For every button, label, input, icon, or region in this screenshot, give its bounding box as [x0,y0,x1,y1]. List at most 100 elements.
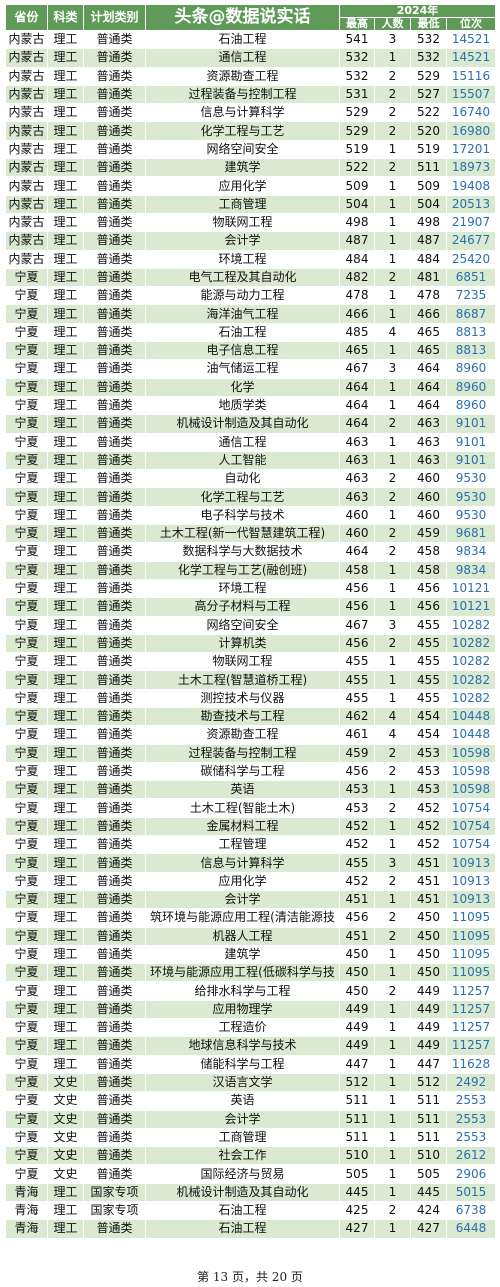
cell-max: 465 [339,341,375,361]
cell-count: 1 [374,1146,411,1166]
table-row: 宁夏 理工 普通类 给排水科学与工程 450 2 449 11257 [5,981,496,1001]
cell-plan-type: 普通类 [83,176,146,196]
cell-max: 455 [339,652,375,672]
admission-table: 省份 科类 计划类别 头条@数据说实话 2024年 最高 人数 最低 位次 内蒙… [5,4,496,1239]
cell-subject: 理工 [47,981,84,1001]
table-row: 宁夏 理工 普通类 数据科学与大数据技术 464 2 458 9834 [5,542,496,562]
table-row: 内蒙古 理工 普通类 环境工程 484 1 484 25420 [5,249,496,269]
cell-min: 455 [410,615,447,635]
cell-major: 土木工程(智能土木) [145,798,340,818]
table-row: 宁夏 理工 普通类 电气工程及其自动化 482 2 481 6851 [5,267,496,288]
table-row: 内蒙古 理工 普通类 过程装备与控制工程 531 2 527 15507 [5,84,496,105]
cell-major: 测控技术与仪器 [145,688,340,708]
cell-max: 456 [339,908,375,928]
cell-subject: 理工 [47,286,84,306]
cell-min: 452 [410,816,447,837]
cell-count: 1 [374,688,411,708]
cell-rank: 11257 [446,999,496,1020]
cell-major: 油气储运工程 [145,359,340,379]
cell-min: 460 [410,505,447,526]
cell-major: 电子科学与技术 [145,505,340,526]
cell-plan-type: 普通类 [83,944,146,965]
cell-min: 447 [410,1054,447,1074]
cell-count: 1 [374,1036,411,1056]
cell-count: 1 [374,231,411,251]
cell-province: 宁夏 [5,1127,48,1148]
cell-subject: 理工 [47,414,84,434]
cell-major: 会计学 [145,1109,340,1129]
table-row: 宁夏 理工 普通类 土木工程(新一代智慧建筑工程) 460 2 459 9681 [5,524,496,544]
cell-max: 466 [339,304,375,324]
cell-min: 452 [410,835,447,855]
cell-subject: 理工 [47,103,84,123]
table-row: 宁夏 理工 普通类 网络空间安全 467 3 455 10282 [5,615,496,635]
table-row: 内蒙古 理工 普通类 石油工程 541 3 532 14521 [5,29,496,50]
cell-rank: 7235 [446,286,496,306]
cell-province: 宁夏 [5,908,48,928]
cell-province: 宁夏 [5,1164,48,1184]
cell-plan-type: 普通类 [83,48,146,68]
cell-plan-type: 普通类 [83,688,146,708]
cell-subject: 理工 [47,853,84,873]
cell-rank: 11257 [446,981,496,1001]
cell-max: 511 [339,1127,375,1148]
header-count: 人数 [374,17,411,31]
cell-min: 512 [410,1072,447,1093]
cell-province: 宁夏 [5,432,48,452]
table-row: 内蒙古 理工 普通类 会计学 487 1 487 24677 [5,231,496,251]
cell-subject: 理工 [47,395,84,416]
cell-major: 海洋油气工程 [145,304,340,324]
cell-subject: 理工 [47,688,84,708]
cell-major: 会计学 [145,889,340,910]
cell-count: 1 [374,377,411,397]
cell-major: 石油工程 [145,29,340,50]
cell-rank: 8960 [446,359,496,379]
table-row: 宁夏 理工 普通类 资源勘查工程 461 4 454 10448 [5,725,496,745]
cell-count: 3 [374,359,411,379]
cell-subject: 理工 [47,249,84,269]
cell-province: 宁夏 [5,286,48,306]
cell-count: 1 [374,578,411,599]
cell-count: 1 [374,139,411,160]
cell-province: 宁夏 [5,487,48,507]
cell-major: 电气工程及其自动化 [145,267,340,288]
cell-count: 1 [374,1054,411,1074]
cell-major: 工程造价 [145,1018,340,1038]
table-row: 宁夏 理工 普通类 应用化学 452 2 451 10913 [5,871,496,891]
header-min: 最低 [410,17,447,31]
page-footer: 第 13 页，共 20 页 [197,1270,303,1284]
cell-plan-type: 普通类 [83,359,146,379]
cell-province: 宁夏 [5,560,48,580]
cell-count: 1 [374,835,411,855]
cell-major: 勘查技术与工程 [145,706,340,727]
cell-min: 460 [410,487,447,507]
cell-max: 449 [339,999,375,1020]
cell-count: 1 [374,560,411,580]
cell-count: 2 [374,871,411,891]
table-row: 宁夏 文史 普通类 英语 511 1 511 2553 [5,1091,496,1111]
cell-min: 510 [410,1146,447,1166]
cell-plan-type: 普通类 [83,1164,146,1184]
cell-plan-type: 普通类 [83,1109,146,1129]
cell-min: 449 [410,981,447,1001]
cell-province: 宁夏 [5,688,48,708]
cell-min: 527 [410,84,447,105]
table-row: 宁夏 理工 普通类 机器人工程 451 2 450 11095 [5,926,496,946]
cell-min: 484 [410,249,447,269]
cell-rank: 9101 [446,414,496,434]
table-row: 宁夏 理工 普通类 土木工程(智慧道桥工程) 455 1 455 10282 [5,670,496,690]
cell-count: 2 [374,743,411,763]
cell-rank: 15507 [446,84,496,105]
cell-max: 485 [339,322,375,343]
cell-max: 463 [339,469,375,489]
cell-rank: 19408 [446,176,496,196]
table-row: 宁夏 理工 普通类 地质学类 464 1 464 8960 [5,395,496,416]
cell-count: 3 [374,29,411,50]
header-title: 头条@数据说实话 [145,4,340,31]
cell-min: 449 [410,1036,447,1056]
cell-max: 463 [339,450,375,471]
cell-plan-type: 普通类 [83,84,146,105]
cell-province: 宁夏 [5,304,48,324]
cell-plan-type: 普通类 [83,194,146,214]
